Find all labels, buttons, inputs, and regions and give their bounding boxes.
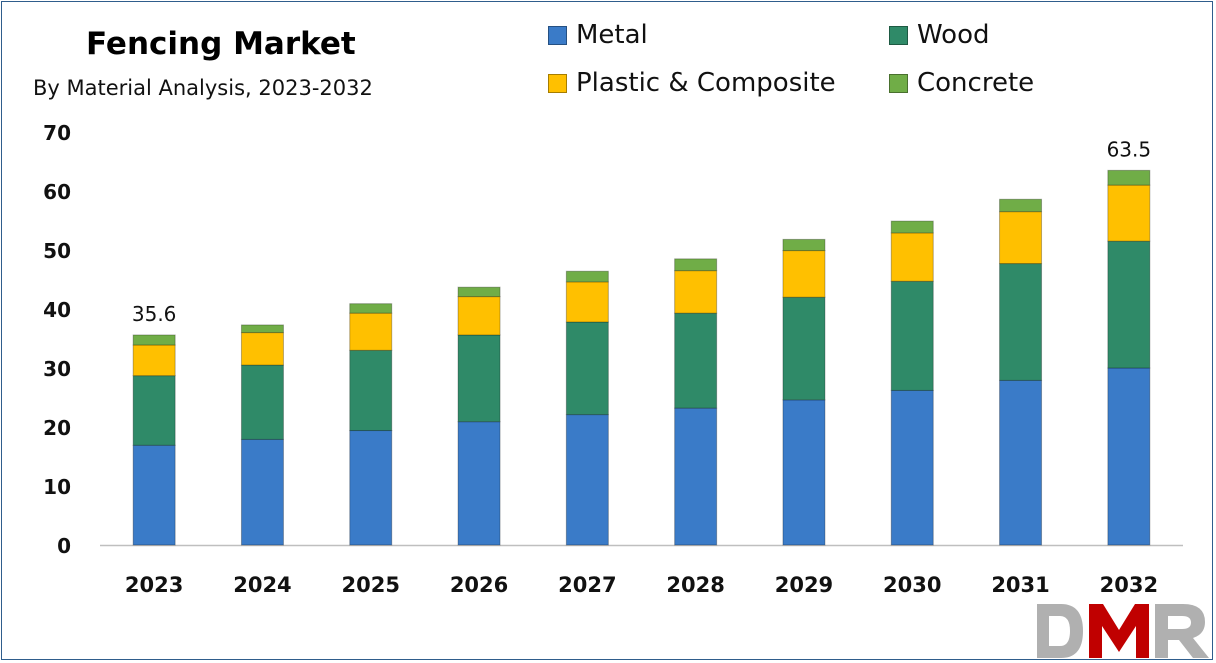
x-tick-label-2032: 2032 <box>1100 573 1158 597</box>
bar-segment-concrete-2031 <box>999 198 1043 213</box>
legend-label-wood: Wood <box>917 20 990 50</box>
legend-swatch-wood <box>889 25 908 45</box>
bar-segment-wood-2028 <box>674 312 718 409</box>
bar-segment-plastic-composite-2025 <box>349 312 393 351</box>
legend-swatch-plastic-composite <box>548 73 567 93</box>
x-tick-label-2029: 2029 <box>775 573 833 597</box>
data-label-total-2032: 63.5 <box>1107 137 1152 161</box>
legend-swatch-metal <box>548 25 567 45</box>
bar-segment-wood-2027 <box>565 321 609 416</box>
bar-segment-metal-2024 <box>240 438 284 546</box>
bar-segment-plastic-composite-2029 <box>782 250 826 298</box>
x-tick-label-2025: 2025 <box>342 573 400 597</box>
y-tick-label: 40 <box>43 298 71 322</box>
bar-segment-plastic-composite-2026 <box>457 296 501 336</box>
legend-label-concrete: Concrete <box>917 68 1035 98</box>
y-tick-label: 50 <box>43 239 71 263</box>
bar-segment-wood-2031 <box>999 263 1043 381</box>
logo-letter-m <box>1089 604 1149 658</box>
legend-item-concrete: Concrete <box>889 68 1034 98</box>
bar-segment-concrete-2027 <box>565 270 609 283</box>
bar-segment-wood-2026 <box>457 334 501 423</box>
bar-segment-wood-2032 <box>1107 240 1151 369</box>
logo-letter-r <box>1155 604 1209 658</box>
x-tick-label-2030: 2030 <box>883 573 941 597</box>
chart-title: Fencing Market <box>86 26 356 62</box>
bar-segment-metal-2028 <box>674 407 718 546</box>
bar-segment-metal-2023 <box>132 444 176 546</box>
y-tick-label: 70 <box>43 121 71 145</box>
bar-segment-wood-2024 <box>240 364 284 440</box>
bar-segment-metal-2029 <box>782 399 826 546</box>
x-tick-label-2028: 2028 <box>666 573 724 597</box>
logo-letter-d <box>1037 604 1083 658</box>
x-tick-label-2026: 2026 <box>450 573 508 597</box>
bar-segment-metal-2027 <box>565 414 609 546</box>
bar-segment-plastic-composite-2032 <box>1107 184 1151 242</box>
bar-segment-concrete-2032 <box>1107 169 1151 186</box>
bar-segment-metal-2032 <box>1107 367 1151 546</box>
bar-segment-wood-2029 <box>782 296 826 401</box>
bar-segment-concrete-2024 <box>240 324 284 334</box>
x-tick-label-2023: 2023 <box>125 573 183 597</box>
bar-segment-concrete-2023 <box>132 334 176 346</box>
legend-swatch-concrete <box>889 73 908 93</box>
bar-segment-concrete-2026 <box>457 286 501 298</box>
legend-item-metal: Metal <box>548 20 648 50</box>
y-tick-label: 0 <box>57 534 71 558</box>
bar-segment-plastic-composite-2028 <box>674 270 718 314</box>
y-tick-label: 60 <box>43 180 71 204</box>
legend-item-plastic-composite: Plastic & Composite <box>548 68 836 98</box>
legend-item-wood: Wood <box>889 20 990 50</box>
bar-segment-wood-2030 <box>890 280 934 391</box>
legend-label-metal: Metal <box>576 20 648 50</box>
bar-segment-concrete-2028 <box>674 258 718 272</box>
x-tick-label-2024: 2024 <box>233 573 291 597</box>
bar-segment-plastic-composite-2023 <box>132 344 176 377</box>
data-label-total-2023: 35.6 <box>132 302 177 326</box>
bar-segment-metal-2026 <box>457 421 501 546</box>
bar-segment-plastic-composite-2030 <box>890 232 934 282</box>
legend-label-plastic-composite: Plastic & Composite <box>576 68 836 98</box>
y-tick-label: 30 <box>43 357 71 381</box>
chart-subtitle: By Material Analysis, 2023-2032 <box>33 76 373 100</box>
bar-segment-metal-2025 <box>349 430 393 546</box>
bar-segment-plastic-composite-2031 <box>999 211 1043 265</box>
bar-segment-plastic-composite-2027 <box>565 281 609 323</box>
y-tick-label: 20 <box>43 416 71 440</box>
dmr-logo <box>1037 604 1209 658</box>
bar-segment-metal-2030 <box>890 389 934 546</box>
bar-segment-metal-2031 <box>999 379 1043 546</box>
bar-segment-plastic-composite-2024 <box>240 332 284 366</box>
bar-segment-concrete-2029 <box>782 238 826 252</box>
x-tick-label-2027: 2027 <box>558 573 616 597</box>
bar-segment-concrete-2030 <box>890 220 934 234</box>
bar-segment-wood-2025 <box>349 349 393 432</box>
bar-segment-wood-2023 <box>132 375 176 446</box>
y-tick-label: 10 <box>43 475 71 499</box>
x-tick-label-2031: 2031 <box>991 573 1049 597</box>
bar-segment-concrete-2025 <box>349 303 393 314</box>
